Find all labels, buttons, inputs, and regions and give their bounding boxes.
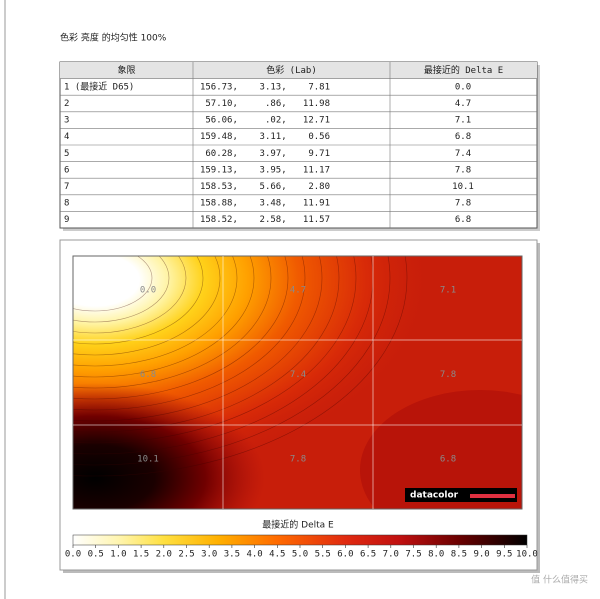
- cell-value: 0.0: [140, 286, 156, 296]
- colorbar-tick-label: 9.0: [473, 550, 489, 560]
- colorbar-tick-label: 4.5: [269, 550, 285, 560]
- table-cell: 7.4: [455, 149, 471, 159]
- cell-value: 6.8: [440, 455, 456, 465]
- table-cell: 4: [64, 132, 69, 142]
- table-header: 最接近的 Delta E: [424, 64, 503, 76]
- colorbar-tick-label: 1.0: [110, 550, 126, 560]
- cell-value: 7.4: [290, 370, 306, 380]
- table-cell: 60.28, 3.97, 9.71: [205, 149, 330, 159]
- colorbar-tick-label: 5.0: [292, 550, 308, 560]
- table-cell: 3: [64, 116, 69, 126]
- contour: [73, 256, 272, 389]
- colorbar-tick-label: 0.5: [88, 550, 104, 560]
- cell-value: 4.7: [290, 286, 306, 296]
- table: 象限 色彩 (Lab) 最接近的 Delta E 1 (最接近 D65) 156.73,…: [59, 61, 540, 231]
- cell-value: 6.8: [140, 370, 156, 380]
- table-cell: 2: [64, 99, 69, 109]
- contour: [73, 256, 187, 334]
- table-cell: 10.1: [452, 182, 474, 192]
- contour: [73, 256, 221, 356]
- table-cell: 156.73, 3.13, 7.81: [200, 82, 330, 92]
- heatmap-frame: [72, 255, 523, 510]
- table-cell: 0.0: [455, 82, 471, 92]
- table-cell: 158.52, 2.58, 11.57: [200, 215, 330, 225]
- table-header: 象限: [117, 64, 135, 76]
- contour: [73, 256, 391, 466]
- table-cell: 7.8: [455, 199, 471, 209]
- table-cell: 4.7: [455, 99, 471, 109]
- table-cell: 56.06, .02, 12.71: [205, 116, 330, 126]
- colorbar-tick-label: 2.5: [178, 550, 194, 560]
- table-cell: 6.8: [455, 132, 471, 142]
- colorbar-tick-label: 1.5: [133, 550, 149, 560]
- table-cell: 1 (最接近 D65): [64, 80, 134, 92]
- contour: [73, 256, 153, 312]
- colorbar-tick-label: 6.0: [337, 550, 353, 560]
- table-cell: 159.48, 3.11, 0.56: [200, 132, 330, 142]
- logo-stripe: [470, 494, 515, 498]
- contour: [73, 256, 170, 323]
- contour: [73, 256, 204, 345]
- table-header: 色彩 (Lab): [266, 64, 317, 76]
- colorbar-tick-label: 7.0: [383, 550, 399, 560]
- table-cell: 7: [64, 182, 69, 192]
- page-title: 色彩 亮度 的均匀性 100%: [60, 32, 167, 44]
- contour: [73, 256, 323, 422]
- heatmap: [73, 256, 522, 509]
- contour: [73, 256, 289, 400]
- contour: [73, 256, 340, 433]
- colorbar-tick-label: 8.0: [428, 550, 444, 560]
- cell-value: 10.1: [137, 455, 159, 465]
- colorbar-tick-label: 8.5: [451, 550, 467, 560]
- contour: [73, 256, 255, 378]
- colorbar-tick-label: 2.0: [156, 550, 172, 560]
- cell-value: 7.8: [290, 455, 306, 465]
- contour: [73, 256, 408, 477]
- table-cell: 9: [64, 215, 69, 225]
- table-cell: 7.1: [455, 116, 471, 126]
- colorbar-tick-label: 0.0: [65, 550, 81, 560]
- table-cell: 158.53, 5.66, 2.80: [200, 182, 330, 192]
- colorbar-tick-label: 5.5: [315, 550, 331, 560]
- logo: datacolor: [410, 491, 459, 501]
- colorbar-tick-label: 9.5: [496, 550, 512, 560]
- logo-bg: [405, 488, 517, 502]
- table-cell: 6: [64, 165, 69, 175]
- table-cell: 57.10, .86, 11.98: [205, 99, 330, 109]
- colorbar-tick-label: 7.5: [405, 550, 421, 560]
- colorbar-tick-label: 3.0: [201, 550, 217, 560]
- cell-value: 7.1: [440, 286, 456, 296]
- table-cell: 8: [64, 199, 69, 209]
- table-cell: 159.13, 3.95, 11.17: [200, 165, 330, 175]
- table-cell: 5: [64, 149, 69, 159]
- contour: [73, 256, 238, 367]
- colorbar-tick-label: 6.5: [360, 550, 376, 560]
- contour: [73, 256, 357, 444]
- table-header-bg: [60, 62, 537, 79]
- colorbar-tick-label: 3.5: [224, 550, 240, 560]
- grid: [73, 256, 522, 509]
- cell-value: 7.8: [440, 370, 456, 380]
- contour: [73, 256, 306, 411]
- colorbar-tick-label: 4.0: [246, 550, 262, 560]
- colorbar: [72, 534, 528, 546]
- colorbar-title: 最接近的 Delta E: [262, 519, 334, 531]
- table-cell: 158.88, 3.48, 11.91: [200, 199, 330, 209]
- table-cell: 7.8: [455, 165, 471, 175]
- table-cell: 6.8: [455, 215, 471, 225]
- watermark: 值 什么值得买: [531, 574, 588, 586]
- colorbar-tick-label: 10.0: [516, 550, 538, 560]
